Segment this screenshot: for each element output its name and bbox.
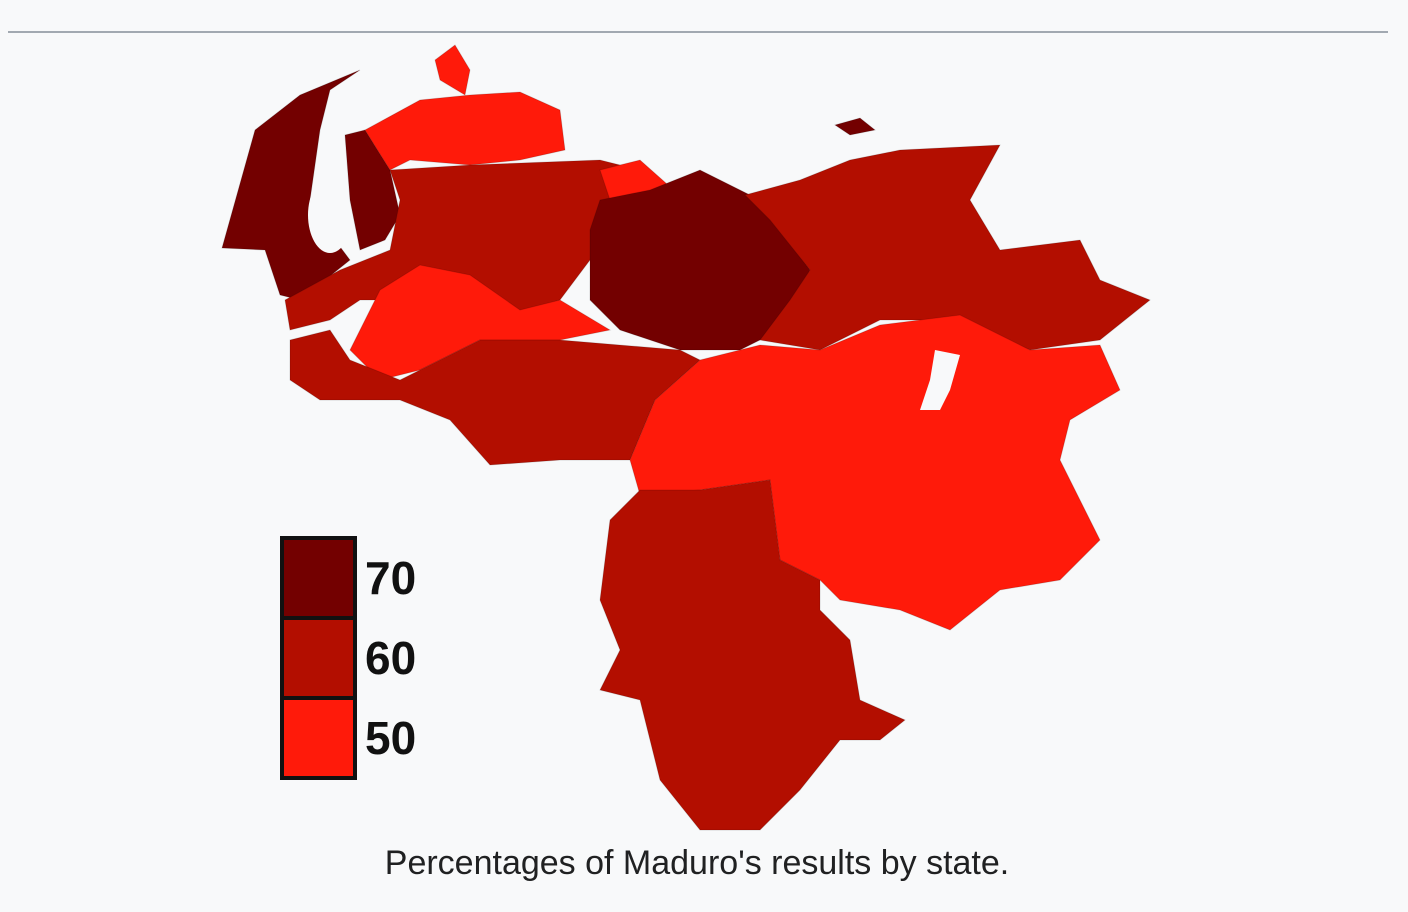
legend-swatch: [280, 616, 357, 700]
zulia-east-shore: [344, 129, 401, 251]
legend: 70 60 50: [280, 536, 416, 780]
falcon: [364, 91, 566, 171]
east: [744, 144, 1151, 351]
legend-label: 70: [365, 552, 416, 604]
legend-label: 60: [365, 632, 416, 684]
legend-swatch: [280, 536, 357, 620]
bolivar: [629, 314, 1121, 631]
lake-maracaibo: [308, 177, 352, 253]
caption: Percentages of Maduro's results by state…: [385, 844, 1009, 882]
venezuela-map: [221, 44, 1151, 831]
margarita: [833, 117, 877, 136]
paraguana: [434, 44, 471, 96]
andes: [349, 264, 612, 381]
amazonas: [599, 479, 906, 831]
guri-reservoir: [920, 350, 960, 410]
legend-swatch: [280, 696, 357, 780]
legend-label: 50: [365, 712, 416, 764]
